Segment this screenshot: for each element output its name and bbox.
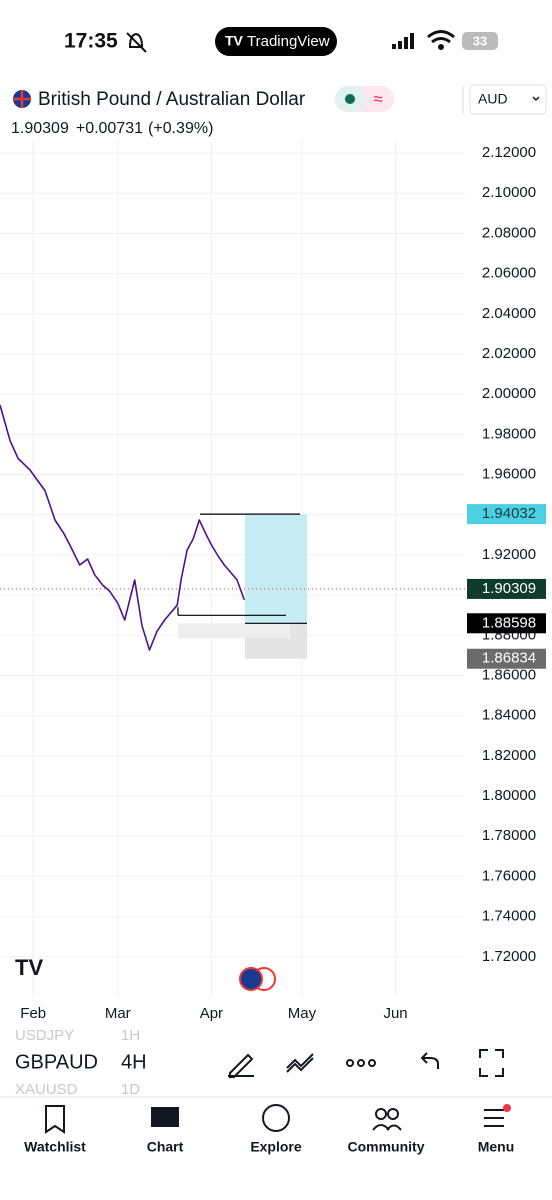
market-dot xyxy=(345,94,355,104)
price-label-bg xyxy=(467,504,546,525)
price-label: 1.86834 xyxy=(482,650,536,667)
realtime-icon: ≈ xyxy=(373,89,382,108)
nav-item[interactable]: Chart xyxy=(147,1139,184,1155)
explore-icon xyxy=(262,1104,290,1132)
x-tick-label: Mar xyxy=(105,1005,131,1022)
y-tick-label: 2.04000 xyxy=(482,305,536,322)
y-tick-label: 2.12000 xyxy=(482,144,536,161)
app-name: TradingView xyxy=(247,33,330,50)
more-tool[interactable] xyxy=(346,1059,376,1067)
x-tick-label: Feb xyxy=(20,1005,46,1022)
currency-select[interactable] xyxy=(469,84,547,115)
price-label: 1.88598 xyxy=(482,614,536,631)
symbol-tab[interactable]: USDJPY xyxy=(15,1027,74,1044)
nav-item[interactable]: Menu xyxy=(478,1139,515,1155)
x-tick-label: Apr xyxy=(200,1005,223,1022)
change: +0.00731 xyxy=(76,120,143,137)
price-label: 1.90309 xyxy=(482,580,536,597)
nav-item[interactable]: Explore xyxy=(250,1139,302,1155)
chart-icon xyxy=(151,1107,179,1127)
wifi-icon xyxy=(427,30,455,50)
flag-cross xyxy=(13,90,31,108)
interval[interactable]: 1H xyxy=(121,1027,140,1044)
tv-logo: TV xyxy=(15,955,43,980)
y-tick-label: 1.72000 xyxy=(482,948,536,965)
price-label-bg xyxy=(467,648,546,669)
y-tick-label: 2.06000 xyxy=(482,265,536,282)
target-zone xyxy=(245,514,307,624)
battery xyxy=(462,32,498,50)
community-icon xyxy=(372,1108,402,1131)
signal-icon xyxy=(392,33,414,49)
y-tick-label: 2.00000 xyxy=(482,385,536,402)
y-tick-label: 1.86000 xyxy=(482,666,536,683)
y-tick-label: 1.98000 xyxy=(482,425,536,442)
y-tick-label: 1.78000 xyxy=(482,827,536,844)
x-tick-label: Jun xyxy=(383,1005,407,1022)
price-line xyxy=(0,404,246,651)
chart[interactable]: Feb Mar Apr May Jun 2.12000 2.10000 2.08000 2.06… xyxy=(0,141,546,1022)
y-tick-label: 2.10000 xyxy=(482,184,536,201)
y-tick-label: 2.02000 xyxy=(482,345,536,362)
interval[interactable]: 1D xyxy=(121,1081,140,1098)
menu-badge xyxy=(503,1104,511,1112)
nav-item[interactable]: Watchlist xyxy=(24,1139,86,1155)
symbol-tab[interactable]: XAUUSD xyxy=(15,1081,78,1098)
y-tick-label: 1.84000 xyxy=(482,707,536,724)
app-pill xyxy=(215,27,337,56)
dropdown-caret xyxy=(532,96,540,102)
y-tick-label: 2.08000 xyxy=(482,224,536,241)
menu-icon xyxy=(484,1109,504,1127)
price-label-bg xyxy=(467,613,546,634)
x-tick-label: May xyxy=(288,1005,317,1022)
draw-tool[interactable] xyxy=(228,1053,254,1078)
symbol-switcher[interactable]: USDJPY 1H GBPAUD 4H XAUUSD 1D xyxy=(15,1027,147,1098)
nav-item[interactable]: Community xyxy=(348,1139,425,1155)
symbol-tab[interactable]: GBPAUD xyxy=(15,1051,98,1073)
currency-flag-aud xyxy=(239,967,263,991)
y-tick-label: 1.96000 xyxy=(482,466,536,483)
price-label-bg xyxy=(467,578,546,599)
currency: AUD xyxy=(478,91,508,107)
nav-icons xyxy=(45,1104,504,1134)
battery-level: 33 xyxy=(473,33,487,48)
fullscreen[interactable] xyxy=(479,1049,504,1077)
price-label: 1.94032 xyxy=(482,505,536,522)
interval[interactable]: 4H xyxy=(121,1051,147,1073)
y-tick-label: 1.82000 xyxy=(482,747,536,764)
price-line: 1.90309 +0.00731 (+0.39%) xyxy=(11,120,213,137)
nav-bar: Watchlist Chart Explore Community Menu xyxy=(24,1139,514,1155)
toolbar-icons xyxy=(228,1049,504,1078)
y-tick-label: 1.76000 xyxy=(482,867,536,884)
price: 1.90309 xyxy=(11,120,69,137)
dnd-icon xyxy=(126,32,147,53)
y-tick-label: 1.92000 xyxy=(482,546,536,563)
change-pct: (+0.39%) xyxy=(148,120,213,137)
indicators-tool[interactable] xyxy=(286,1053,314,1073)
app-logo: TV xyxy=(225,33,244,49)
y-tick-label: 1.80000 xyxy=(482,787,536,804)
stop-zone-shadow xyxy=(178,623,290,639)
y-tick-label: 1.74000 xyxy=(482,908,536,925)
watchlist-icon xyxy=(45,1105,65,1134)
status-time: 17:35 xyxy=(64,30,118,53)
undo[interactable] xyxy=(420,1052,439,1069)
symbol-name[interactable]: British Pound / Australian Dollar xyxy=(38,89,306,110)
